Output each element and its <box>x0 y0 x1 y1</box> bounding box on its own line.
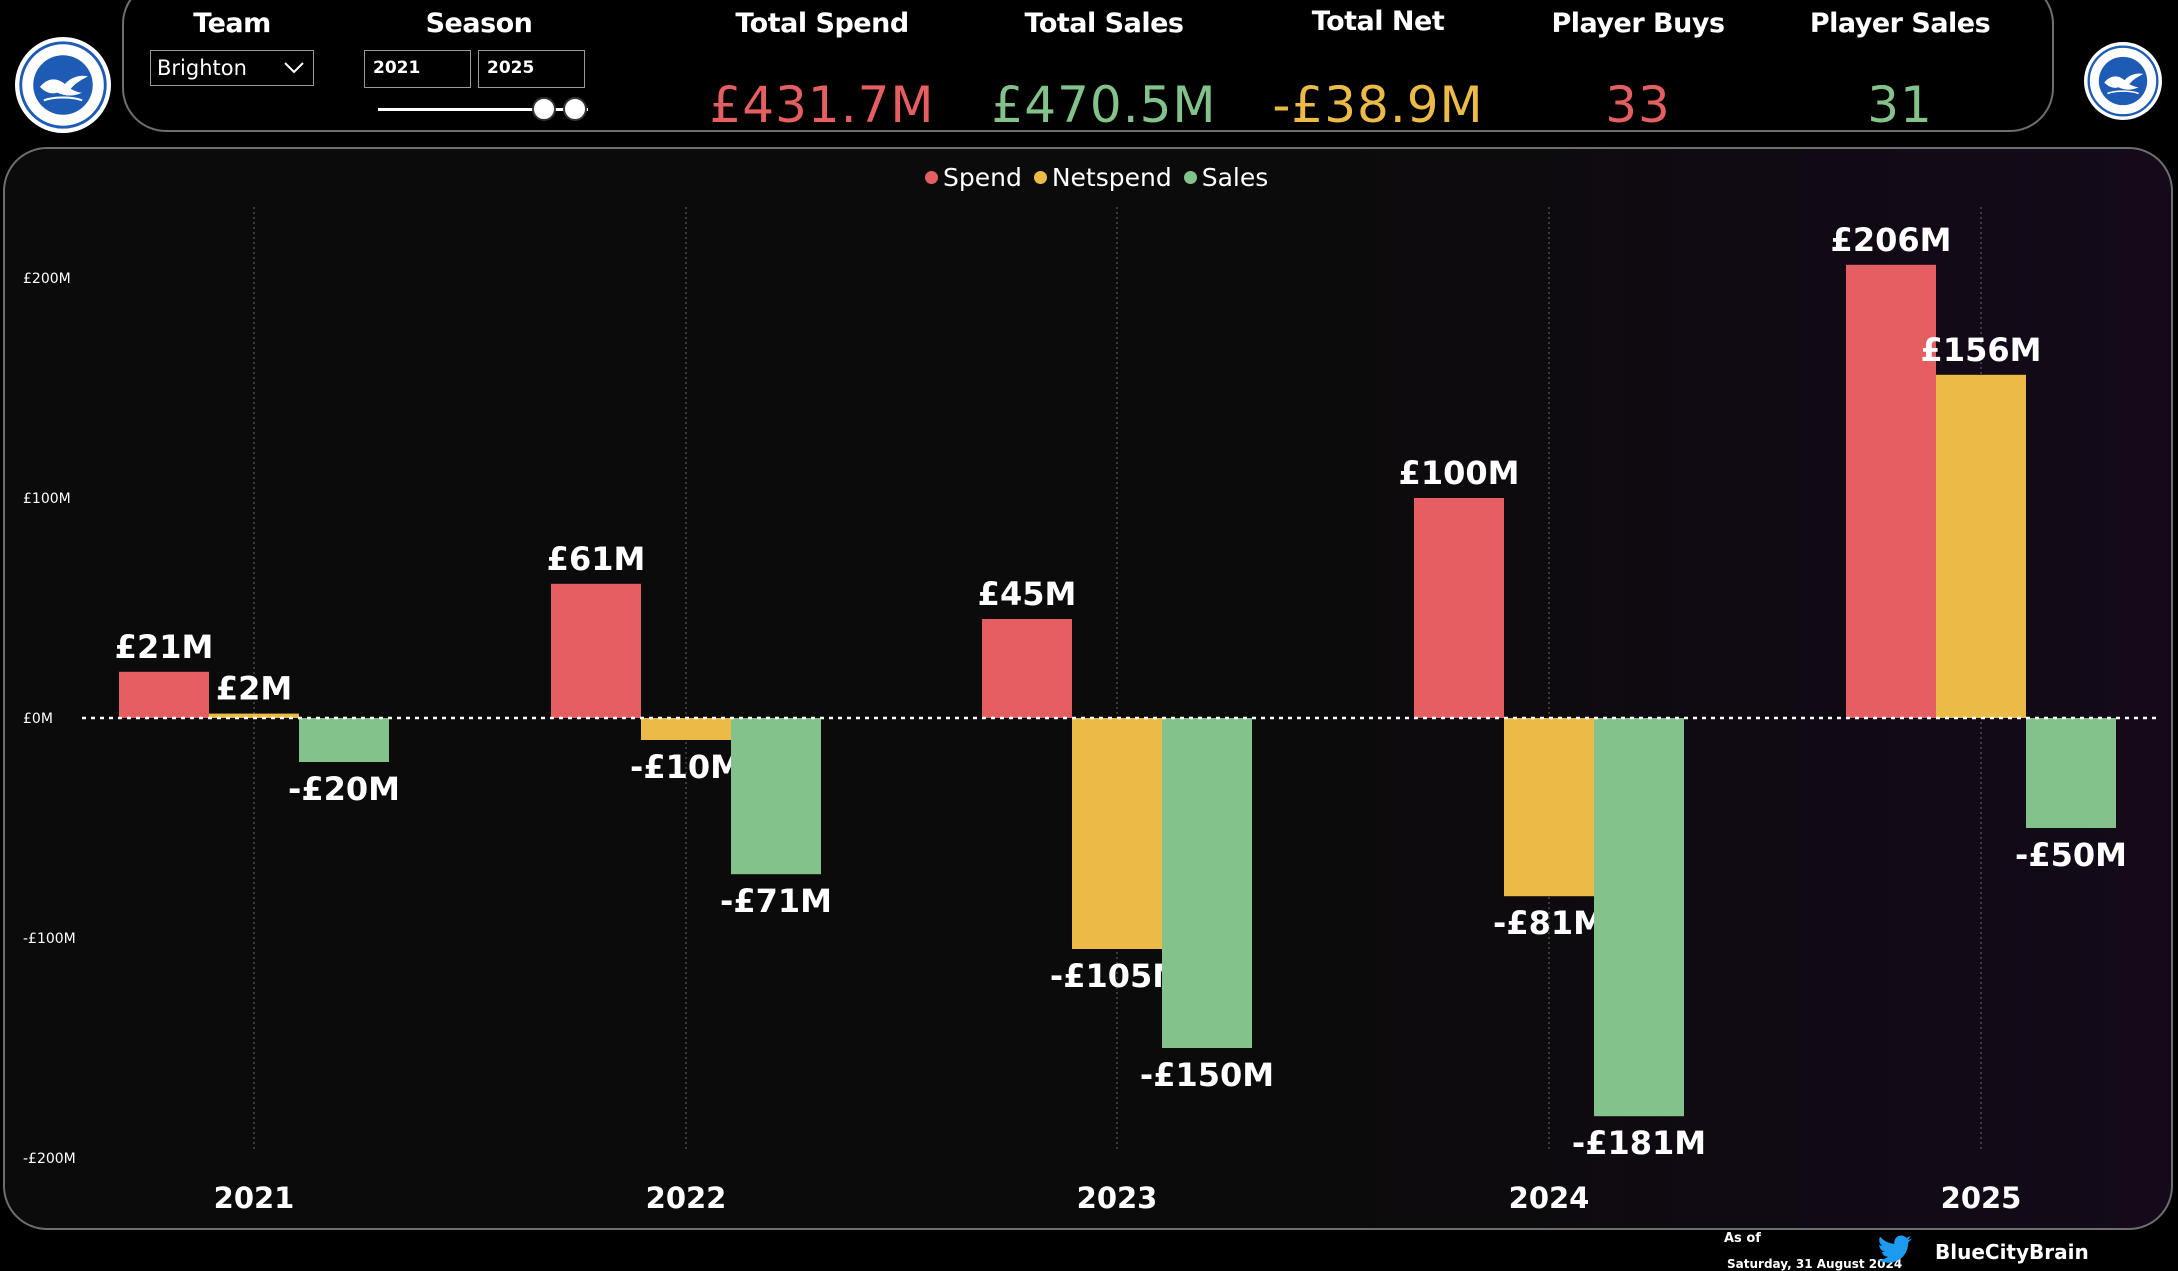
legend-label: Sales <box>1201 163 1269 192</box>
data-label-sales-2024: -£181M <box>1572 1124 1706 1162</box>
season-label: Season <box>425 8 533 39</box>
data-label-sales-2023: -£150M <box>1140 1056 1274 1094</box>
data-label-spend-2024: £100M <box>1399 454 1520 492</box>
y-tick-label: £200M <box>23 271 71 287</box>
kpi-total-net-label: Total Net <box>1311 6 1445 37</box>
data-label-netspend-2025: £156M <box>1921 331 2042 369</box>
data-label-netspend-2024: -£81M <box>1493 904 1605 942</box>
team-dropdown[interactable]: Brighton <box>150 50 314 86</box>
data-label-sales-2021: -£20M <box>288 770 400 808</box>
season-slider-end-handle[interactable] <box>563 97 588 121</box>
x-tick-label-2025: 2025 <box>1941 1181 2022 1215</box>
as-of-date: Saturday, 31 August 2024 <box>1727 1257 1903 1271</box>
bar-netspend-2022 <box>641 718 731 740</box>
chart-panel: £200M £100M £0M -£100M -£200M £21M £61M £45M £10… <box>3 147 2173 1230</box>
brighton-crest-icon <box>2085 43 2161 119</box>
kpi-player-sales-value: 31 <box>1867 76 1933 134</box>
y-tick-label: £0M <box>23 711 53 727</box>
transfer-bar-chart: £200M £100M £0M -£100M -£200M £21M £61M £45M £10… <box>23 207 2157 1215</box>
legend-item-spend[interactable]: Spend <box>925 163 1022 192</box>
y-tick-label: -£100M <box>23 931 76 947</box>
bar-sales-2023 <box>1162 718 1252 1048</box>
data-label-netspend-2023: -£105M <box>1050 957 1184 995</box>
chart-legend: Spend Netspend Sales <box>925 163 1280 192</box>
bar-spend-2022 <box>551 583 641 718</box>
team-crest-right <box>2084 42 2162 120</box>
legend-dot-icon <box>1183 171 1197 184</box>
y-tick-label: -£200M <box>23 1151 76 1167</box>
bar-sales-2024 <box>1594 718 1684 1117</box>
legend-dot-icon <box>1033 171 1047 184</box>
bar-spend-2023 <box>982 619 1072 718</box>
y-tick-label: £100M <box>23 491 71 507</box>
legend-item-sales[interactable]: Sales <box>1183 163 1269 192</box>
kpi-total-sales-label: Total Sales <box>1024 8 1184 39</box>
bar-spend-2021 <box>119 671 209 718</box>
legend-item-netspend[interactable]: Netspend <box>1033 163 1172 192</box>
kpi-player-sales-label: Player Sales <box>1809 8 1991 39</box>
bar-netspend-2021 <box>209 713 299 718</box>
team-label: Team <box>193 8 271 39</box>
data-label-netspend-2021: £2M <box>216 670 292 708</box>
data-label-netspend-2022: -£10M <box>630 748 742 786</box>
season-slider-track[interactable] <box>378 108 588 111</box>
season-end-input[interactable]: 2025 <box>478 50 585 88</box>
kpi-player-buys-label: Player Buys <box>1551 8 1725 39</box>
bar-sales-2025 <box>2026 718 2116 828</box>
legend-dot-icon <box>925 171 938 184</box>
season-start-input[interactable]: 2021 <box>364 50 471 88</box>
brighton-crest-icon <box>16 38 110 132</box>
bar-netspend-2023 <box>1072 718 1162 949</box>
bar-spend-2024 <box>1414 498 1504 718</box>
data-label-spend-2023: £45M <box>978 575 1077 613</box>
data-label-sales-2025: -£50M <box>2015 836 2127 874</box>
team-dropdown-value: Brighton <box>157 56 247 80</box>
data-label-spend-2022: £61M <box>547 540 646 578</box>
legend-label: Spend <box>943 163 1022 192</box>
kpi-player-buys-value: 33 <box>1605 76 1671 134</box>
brand-name: BlueCityBrain <box>1935 1240 2089 1264</box>
bar-sales-2022 <box>731 718 821 875</box>
chevron-down-icon <box>284 62 304 74</box>
bar-spend-2025 <box>1846 264 1936 718</box>
kpi-total-net-value: -£38.9M <box>1272 76 1484 134</box>
x-tick-label-2021: 2021 <box>214 1181 295 1215</box>
data-label-spend-2021: £21M <box>115 628 214 666</box>
kpi-total-spend-value: £431.7M <box>709 76 935 134</box>
as-of-label: As of <box>1724 1231 1761 1246</box>
team-crest-left <box>15 37 111 133</box>
bar-sales-2021 <box>299 718 389 762</box>
data-label-spend-2025: £206M <box>1831 221 1952 259</box>
x-tick-label-2022: 2022 <box>646 1181 727 1215</box>
bar-netspend-2025 <box>1936 374 2026 718</box>
data-label-sales-2022: -£71M <box>720 882 832 920</box>
twitter-bird-icon[interactable] <box>1877 1235 1913 1265</box>
season-slider-start-handle[interactable] <box>531 97 556 121</box>
bar-netspend-2024 <box>1504 718 1594 897</box>
kpi-total-spend-label: Total Spend <box>735 8 909 39</box>
legend-label: Netspend <box>1051 163 1172 192</box>
x-tick-label-2024: 2024 <box>1509 1181 1590 1215</box>
kpi-total-sales-value: £470.5M <box>991 76 1217 134</box>
x-tick-label-2023: 2023 <box>1077 1181 1158 1215</box>
